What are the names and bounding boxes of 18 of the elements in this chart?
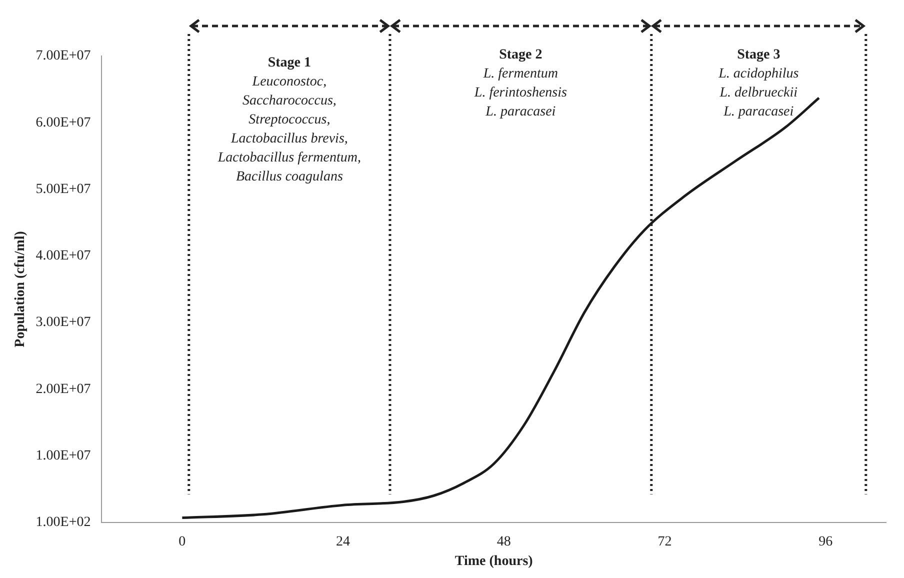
- x-tick-label: 24: [336, 534, 350, 550]
- y-tick-label: 5.00E+07: [36, 182, 91, 197]
- y-tick-label: 2.00E+07: [36, 382, 91, 397]
- y-tick-label: 4.00E+07: [36, 248, 91, 264]
- x-tick-label: 48: [496, 534, 511, 550]
- x-tick-label: 0: [178, 534, 186, 550]
- y-tick-label: 1.00E+07: [36, 448, 91, 464]
- y-axis-title: Population (cfu/ml): [13, 230, 28, 348]
- x-tick-label: 96: [818, 534, 833, 550]
- y-tick-label: 3.00E+07: [36, 315, 91, 330]
- y-tick-label: 6.00E+07: [36, 115, 91, 130]
- x-axis-title: Time (hours): [454, 554, 534, 570]
- x-tick-label: 72: [658, 534, 672, 550]
- annotation: Stage 2 L. fermentum L. ferintoshensis L. paracasei: [473, 48, 568, 120]
- annotation: Stage 1 Leuconostoc, Saccharococcus, Streptococcus, Lactobacillus brevis, Lactobacillus fermentum, Bacillus coagulans: [216, 56, 361, 185]
- y-tick-label: 7.00E+07: [36, 48, 91, 64]
- y-tick-label: 1.00E+02: [36, 515, 91, 530]
- annotation: Stage 3 L. acidophilus L. delbrueckii L. paracasei: [718, 48, 800, 120]
